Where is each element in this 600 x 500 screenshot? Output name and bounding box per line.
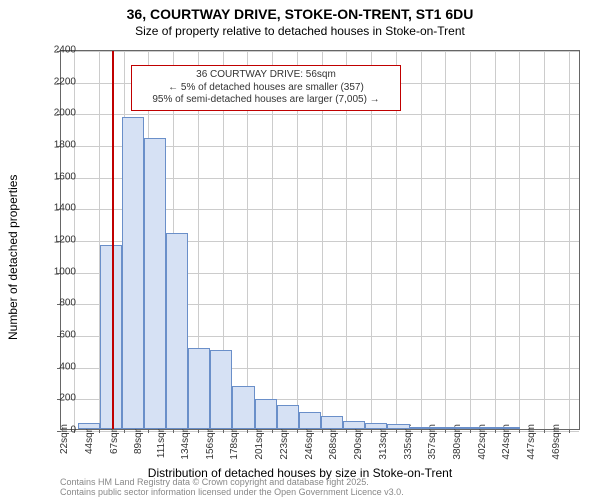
histogram-bar xyxy=(232,386,254,429)
grid-line-v xyxy=(544,51,545,429)
xtick-label: 246sqm xyxy=(304,424,315,460)
xtick-mark xyxy=(445,429,446,433)
xtick-mark xyxy=(272,429,273,433)
y-axis-label: Number of detached properties xyxy=(6,175,20,340)
callout-line-2: ← 5% of detached houses are smaller (357… xyxy=(138,82,394,95)
xtick-mark xyxy=(371,429,372,433)
histogram-bar xyxy=(255,399,277,429)
grid-line-v xyxy=(445,51,446,429)
histogram-bar xyxy=(100,245,122,429)
ytick-label: 2000 xyxy=(36,108,76,119)
ytick-label: 2400 xyxy=(36,45,76,56)
histogram-bar xyxy=(410,427,432,429)
histogram-bar xyxy=(166,233,188,429)
xtick-label: 156sqm xyxy=(205,424,216,460)
histogram-bar xyxy=(188,348,210,429)
ytick-label: 0 xyxy=(36,425,76,436)
credit-text: Contains HM Land Registry data © Crown c… xyxy=(60,478,404,498)
histogram-bar xyxy=(144,138,166,429)
xtick-mark xyxy=(569,429,570,433)
grid-line-v xyxy=(569,51,570,429)
xtick-label: 223sqm xyxy=(279,424,290,460)
xtick-mark xyxy=(247,429,248,433)
callout-line-1: 36 COURTWAY DRIVE: 56sqm xyxy=(138,69,394,82)
histogram-bar xyxy=(122,117,144,429)
histogram-chart: 36, COURTWAY DRIVE, STOKE-ON-TRENT, ST1 … xyxy=(0,0,600,500)
histogram-bar xyxy=(454,427,476,429)
xtick-label: 335sqm xyxy=(403,424,414,460)
histogram-bar xyxy=(387,424,409,429)
ytick-label: 200 xyxy=(36,393,76,404)
xtick-label: 268sqm xyxy=(329,424,340,460)
histogram-bar xyxy=(321,416,343,429)
xtick-label: 402sqm xyxy=(477,424,488,460)
grid-line-h xyxy=(61,51,579,52)
xtick-label: 201sqm xyxy=(255,424,266,460)
xtick-label: 111sqm xyxy=(156,424,167,458)
chart-subtitle: Size of property relative to detached ho… xyxy=(0,24,600,38)
xtick-mark xyxy=(99,429,100,433)
xtick-mark xyxy=(519,429,520,433)
histogram-bar xyxy=(498,427,520,429)
ytick-label: 1200 xyxy=(36,235,76,246)
xtick-mark xyxy=(421,429,422,433)
xtick-mark xyxy=(297,429,298,433)
property-marker-line xyxy=(112,51,114,429)
xtick-label: 447sqm xyxy=(527,424,538,460)
ytick-label: 600 xyxy=(36,330,76,341)
xtick-mark xyxy=(495,429,496,433)
histogram-bar xyxy=(365,423,387,429)
xtick-mark xyxy=(148,429,149,433)
xtick-label: 357sqm xyxy=(427,424,438,460)
grid-line-v xyxy=(495,51,496,429)
ytick-label: 1800 xyxy=(36,140,76,151)
grid-line-h xyxy=(61,114,579,115)
xtick-label: 380sqm xyxy=(453,424,464,460)
xtick-label: 424sqm xyxy=(501,424,512,460)
callout-line-3: 95% of semi-detached houses are larger (… xyxy=(138,94,394,107)
xtick-mark xyxy=(346,429,347,433)
credit-line-2: Contains public sector information licen… xyxy=(60,488,404,498)
xtick-label: 313sqm xyxy=(378,424,389,460)
histogram-bar xyxy=(277,405,299,429)
xtick-mark xyxy=(470,429,471,433)
ytick-label: 1000 xyxy=(36,266,76,277)
xtick-mark xyxy=(173,429,174,433)
grid-line-v xyxy=(519,51,520,429)
callout-box: 36 COURTWAY DRIVE: 56sqm ← 5% of detache… xyxy=(131,65,401,111)
ytick-label: 400 xyxy=(36,361,76,372)
xtick-mark xyxy=(322,429,323,433)
xtick-label: 134sqm xyxy=(180,424,191,460)
histogram-bar xyxy=(432,427,454,429)
histogram-bar xyxy=(343,421,365,429)
xtick-label: 178sqm xyxy=(229,424,240,460)
ytick-label: 2200 xyxy=(36,76,76,87)
ytick-label: 1600 xyxy=(36,171,76,182)
histogram-bar xyxy=(299,412,321,429)
grid-line-v xyxy=(421,51,422,429)
histogram-bar xyxy=(78,423,100,429)
histogram-bar xyxy=(476,427,498,429)
chart-title-block: 36, COURTWAY DRIVE, STOKE-ON-TRENT, ST1 … xyxy=(0,0,600,38)
chart-title: 36, COURTWAY DRIVE, STOKE-ON-TRENT, ST1 … xyxy=(0,6,600,22)
plot-area: 22sqm44sqm67sqm89sqm111sqm134sqm156sqm17… xyxy=(60,50,580,430)
xtick-mark xyxy=(124,429,125,433)
xtick-label: 469sqm xyxy=(551,424,562,460)
xtick-mark xyxy=(544,429,545,433)
grid-line-v xyxy=(470,51,471,429)
xtick-label: 290sqm xyxy=(353,424,364,460)
xtick-mark xyxy=(396,429,397,433)
xtick-mark xyxy=(223,429,224,433)
ytick-label: 800 xyxy=(36,298,76,309)
histogram-bar xyxy=(210,350,232,429)
xtick-mark xyxy=(198,429,199,433)
ytick-label: 1400 xyxy=(36,203,76,214)
